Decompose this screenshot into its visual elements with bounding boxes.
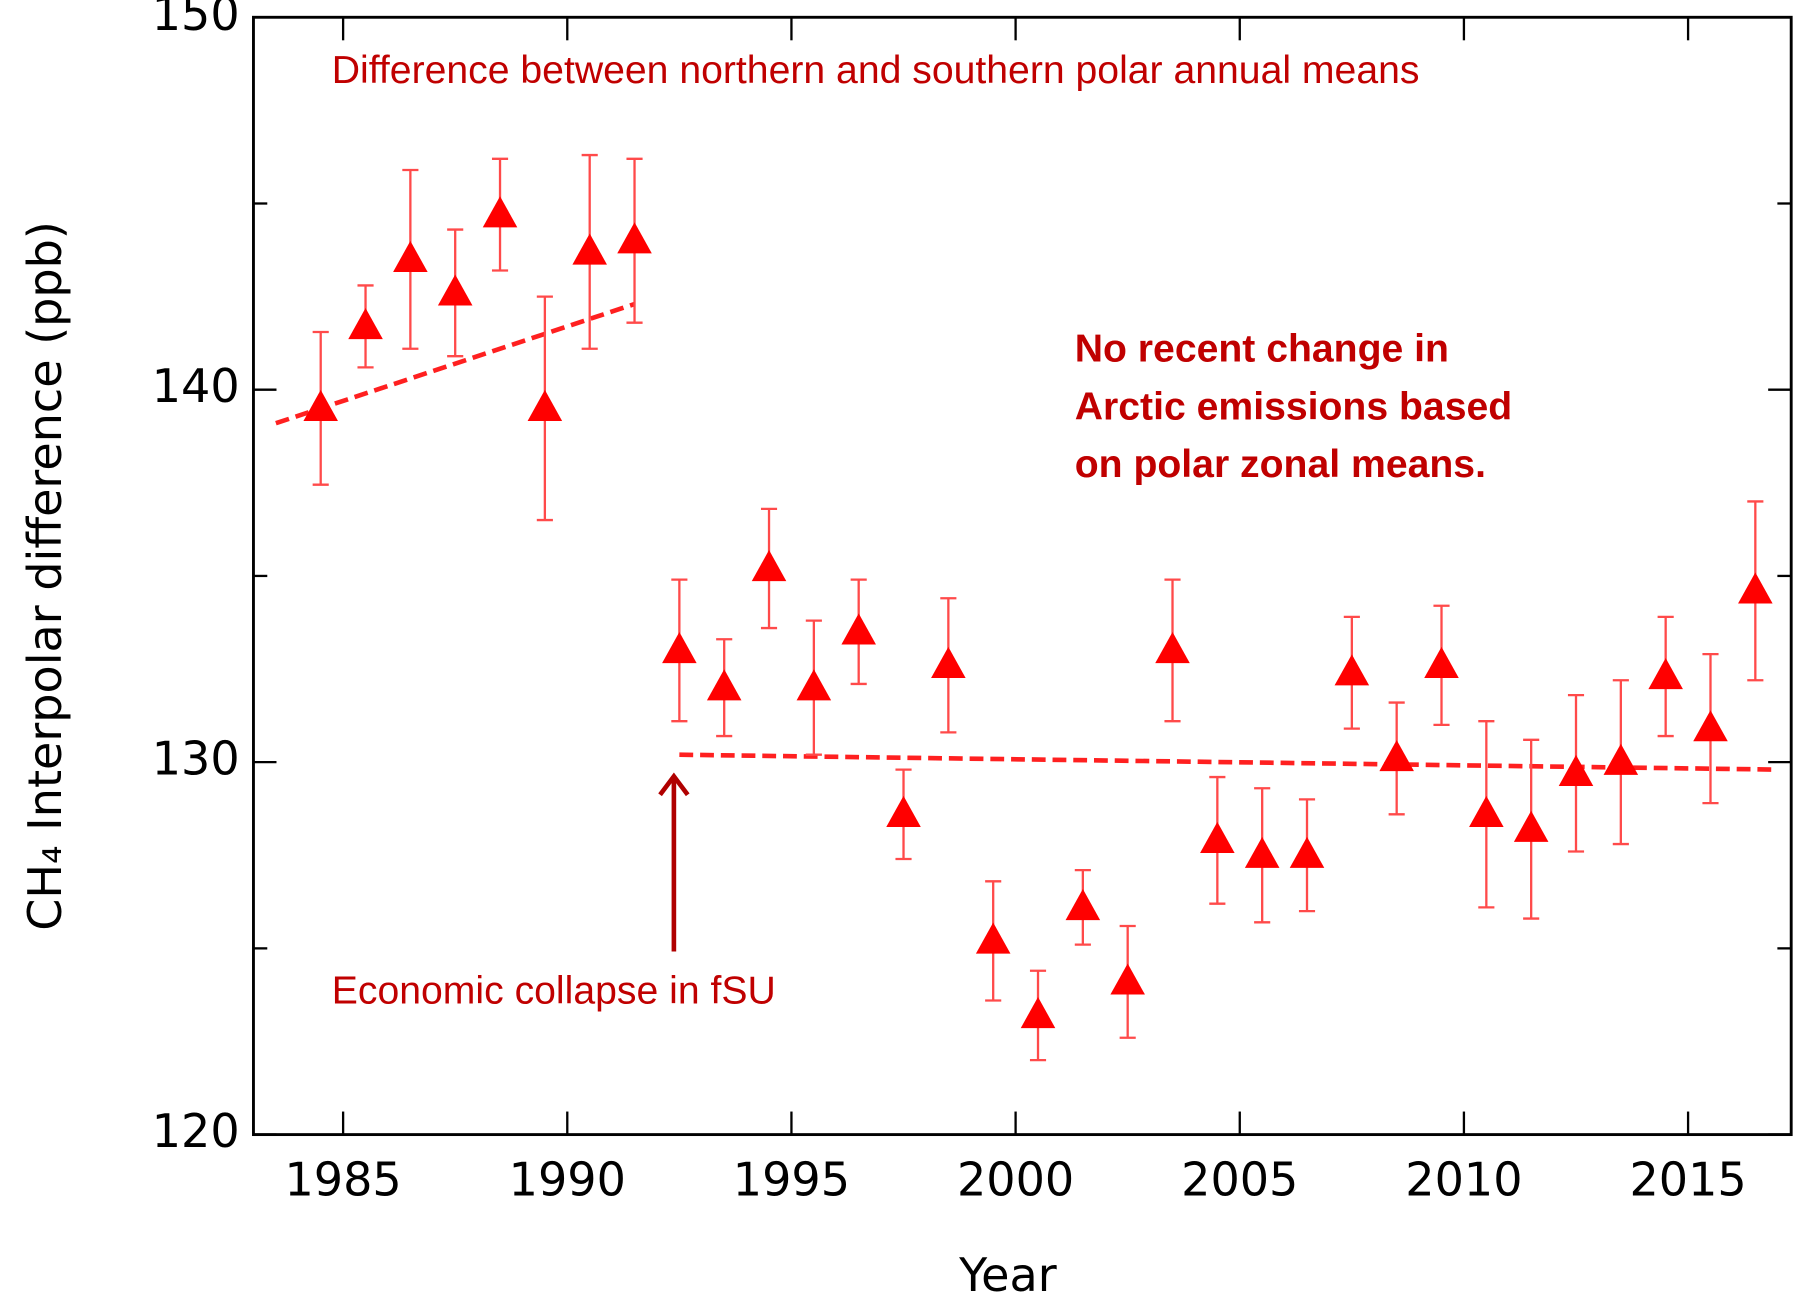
marker xyxy=(1020,996,1056,1029)
marker xyxy=(1200,821,1235,854)
marker xyxy=(303,389,338,422)
y-tick-label: 130 xyxy=(152,732,240,786)
annotation: on polar zonal means. xyxy=(1075,443,1486,486)
marker xyxy=(393,240,428,273)
marker xyxy=(931,646,966,678)
chart-title: Difference between northern and southern… xyxy=(332,49,1420,92)
marker xyxy=(796,669,832,701)
marker xyxy=(662,631,697,664)
trend-line xyxy=(679,752,1778,772)
y-axis-label: CH₄ Interpolar difference (ppb) xyxy=(18,221,72,931)
marker xyxy=(1334,654,1370,686)
x-tick-label: 2015 xyxy=(1629,1152,1746,1206)
marker xyxy=(482,196,518,228)
x-tick-label: 1985 xyxy=(285,1152,402,1206)
y-tick-label: 120 xyxy=(152,1104,240,1158)
arrow-label: Economic collapse in fSU xyxy=(332,969,776,1012)
trend-line xyxy=(275,301,636,426)
marker xyxy=(751,550,787,582)
marker xyxy=(1065,888,1101,921)
marker xyxy=(1424,646,1459,678)
marker xyxy=(1379,739,1414,772)
x-tick-label: 2005 xyxy=(1181,1152,1298,1206)
marker xyxy=(1693,710,1728,742)
marker xyxy=(1289,836,1325,868)
marker xyxy=(617,222,652,254)
marker xyxy=(706,669,742,701)
marker xyxy=(1244,836,1280,868)
marker xyxy=(1558,754,1594,786)
x-tick-label: 2000 xyxy=(957,1152,1074,1206)
marker xyxy=(1469,795,1504,827)
marker xyxy=(1513,810,1549,842)
y-tick-label: 150 xyxy=(152,0,240,41)
marker xyxy=(1155,631,1190,664)
marker xyxy=(886,795,921,827)
x-tick-label: 1990 xyxy=(509,1152,626,1206)
arrow-head xyxy=(658,772,690,797)
annotation: No recent change in xyxy=(1075,328,1449,371)
plot-frame xyxy=(252,15,1793,1137)
annotation: Arctic emissions based xyxy=(1075,385,1512,428)
marker xyxy=(1648,658,1683,690)
x-tick-label: 1995 xyxy=(733,1152,850,1206)
marker xyxy=(437,274,473,306)
marker xyxy=(572,233,607,265)
marker xyxy=(841,613,876,645)
marker xyxy=(348,307,383,340)
marker xyxy=(1603,743,1639,775)
y-tick-label: 140 xyxy=(152,359,240,413)
marker xyxy=(975,922,1011,954)
marker xyxy=(1110,963,1145,995)
x-tick-label: 2010 xyxy=(1405,1152,1522,1206)
marker xyxy=(527,389,563,422)
marker xyxy=(1738,572,1773,604)
x-axis-label: Year xyxy=(958,1248,1057,1297)
